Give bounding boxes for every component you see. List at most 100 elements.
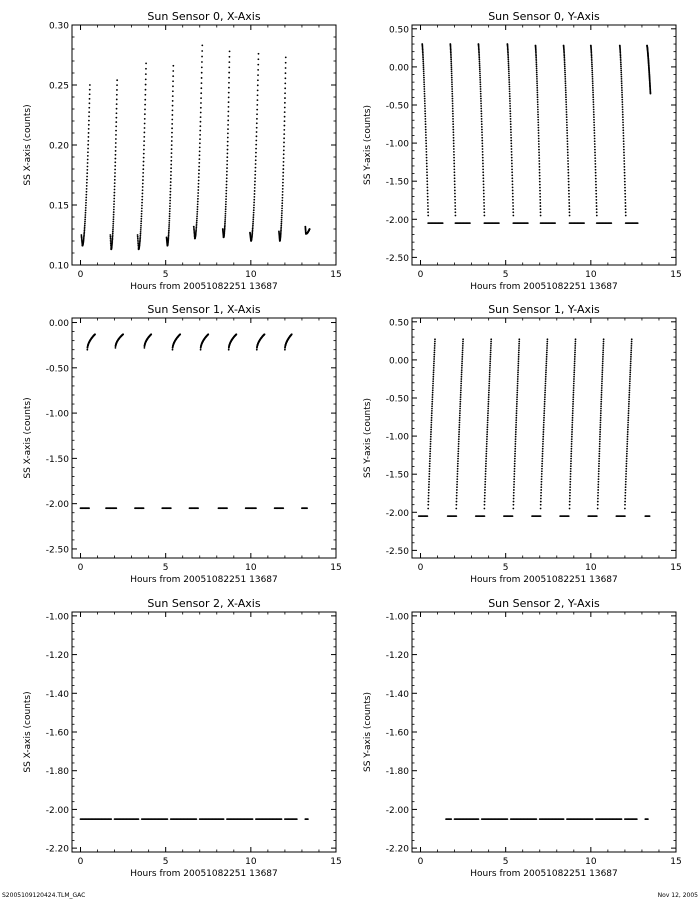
x-axis-label: Hours from 20051082251 13687 <box>130 869 278 879</box>
data-point <box>143 148 145 151</box>
data-point <box>432 369 435 372</box>
data-point <box>454 195 456 198</box>
data-point <box>487 403 490 405</box>
data-point <box>252 220 255 223</box>
data-point <box>114 142 117 144</box>
data-point <box>280 214 283 217</box>
data-point <box>538 174 541 177</box>
data-point <box>143 135 146 138</box>
data-point <box>595 202 598 204</box>
y-tick-label: -1.50 <box>46 455 70 465</box>
data-point <box>536 80 538 82</box>
data-point <box>625 472 627 475</box>
data-point <box>223 229 226 232</box>
data-point <box>458 412 461 415</box>
data-point <box>600 403 603 405</box>
data-point <box>434 340 436 343</box>
data-point <box>429 450 432 453</box>
floor-point <box>567 515 570 517</box>
data-point <box>144 73 147 76</box>
data-point <box>169 190 172 193</box>
data-point <box>624 478 627 481</box>
data-point <box>538 145 540 148</box>
data-point <box>480 97 482 100</box>
data-point <box>450 74 453 77</box>
data-point <box>513 467 516 470</box>
data-point <box>488 369 491 372</box>
data-point <box>85 196 88 199</box>
data-point <box>619 60 622 62</box>
data-point <box>227 86 230 89</box>
data-point <box>507 56 510 59</box>
data-point <box>623 168 626 171</box>
data-point <box>422 70 425 73</box>
data-point <box>171 104 174 107</box>
data-point <box>450 78 453 81</box>
data-point <box>628 396 631 399</box>
data-point <box>112 224 115 227</box>
data-point <box>484 480 487 483</box>
data-point <box>508 95 511 98</box>
data-point <box>486 433 489 436</box>
data-point <box>284 87 287 90</box>
data-point <box>429 447 432 450</box>
data-point <box>570 460 572 463</box>
data-point <box>479 78 482 81</box>
data-point <box>88 97 91 100</box>
data-point <box>427 491 430 494</box>
data-point <box>541 450 544 453</box>
y-axis-label: SS X-axis (counts) <box>23 104 33 185</box>
data-point <box>543 412 546 415</box>
data-point <box>542 433 545 436</box>
data-point <box>235 333 238 336</box>
data-point <box>594 171 597 174</box>
data-point <box>457 443 460 445</box>
data-point <box>568 198 571 201</box>
data-point <box>114 161 117 164</box>
data-point <box>425 145 428 148</box>
data-point <box>452 131 455 134</box>
data-point <box>538 183 541 186</box>
data-point <box>602 351 604 354</box>
data-point <box>198 142 201 145</box>
data-point <box>226 167 228 169</box>
data-point <box>516 384 519 387</box>
data-point <box>546 340 549 343</box>
data-point <box>457 445 460 448</box>
data-point <box>630 344 633 347</box>
data-point <box>113 182 116 185</box>
data-point <box>433 344 436 347</box>
data-point <box>565 118 568 121</box>
data-point <box>478 64 481 67</box>
data-point <box>283 133 286 136</box>
data-point <box>430 414 433 417</box>
y-tick-label: -1.00 <box>46 410 70 420</box>
data-point <box>114 172 116 174</box>
data-point <box>621 116 624 119</box>
data-point <box>515 421 518 424</box>
data-point <box>602 342 605 345</box>
data-point <box>461 364 463 367</box>
data-point <box>451 83 453 86</box>
data-point <box>538 160 541 162</box>
data-point <box>536 84 539 87</box>
data-point <box>254 155 257 158</box>
floor-point <box>142 507 145 510</box>
data-point <box>196 217 198 220</box>
data-point <box>594 148 596 151</box>
data-point <box>619 56 622 59</box>
data-point <box>517 371 519 374</box>
data-point <box>572 382 575 385</box>
data-point <box>591 75 594 78</box>
data-point <box>483 503 486 506</box>
data-point <box>516 391 519 394</box>
floor-point <box>620 818 623 820</box>
data-point <box>592 108 595 111</box>
data-point <box>564 91 567 94</box>
data-point <box>137 242 140 245</box>
data-point <box>252 222 254 225</box>
data-point <box>485 443 488 445</box>
data-point <box>195 226 198 229</box>
chart-title: Sun Sensor 2, Y-Axis <box>488 597 600 610</box>
data-point <box>570 450 573 453</box>
